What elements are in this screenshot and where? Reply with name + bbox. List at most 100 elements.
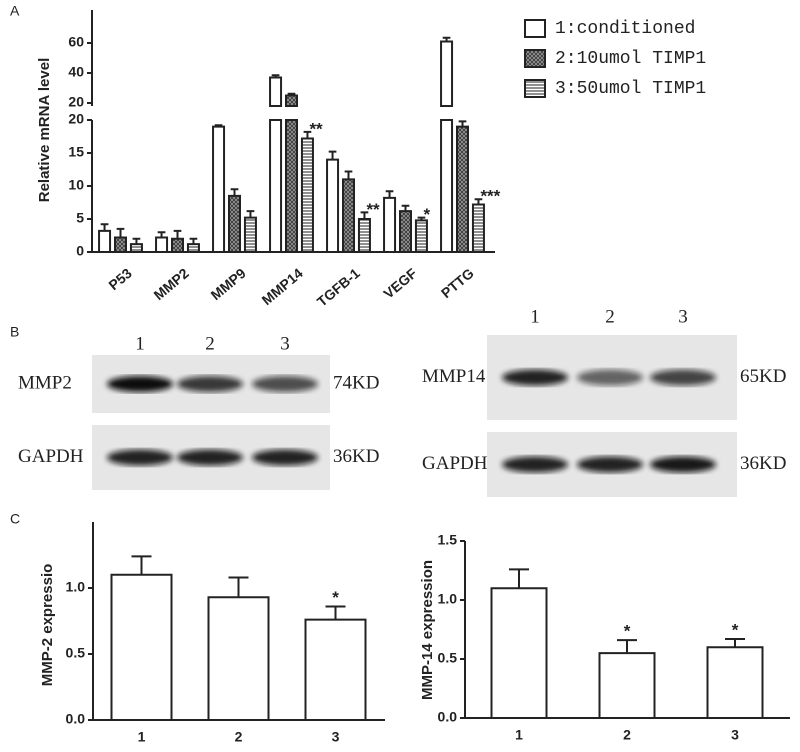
y-tick-label: 5 — [76, 210, 84, 226]
significance: ** — [366, 200, 380, 219]
x-tick-label: 2 — [623, 727, 631, 743]
y-tick-label: 1.0 — [66, 579, 86, 595]
error-bar — [325, 605, 346, 620]
bar — [456, 125, 469, 253]
bar — [440, 40, 454, 253]
x-tick-label: 2 — [235, 729, 243, 745]
error-bar — [328, 150, 337, 160]
blot-band — [252, 449, 318, 466]
significance: * — [732, 620, 739, 639]
bar — [598, 652, 656, 719]
bar — [243, 216, 257, 253]
bar — [471, 203, 485, 253]
x-tick-label: VEGF — [380, 265, 420, 302]
y-tick-label: 15 — [68, 144, 84, 160]
bar — [300, 137, 314, 253]
blot-band — [577, 456, 643, 473]
blot-band — [252, 376, 318, 392]
error-bar — [458, 120, 467, 127]
error-bar — [360, 211, 369, 219]
bar — [285, 94, 298, 253]
lane-label: 3 — [280, 333, 290, 354]
y-tick-label: 0.0 — [438, 709, 458, 725]
error-bar — [246, 210, 255, 218]
bar — [110, 573, 173, 721]
error-bar — [214, 124, 223, 127]
bar — [129, 243, 143, 253]
error-bar — [442, 36, 451, 42]
bar — [155, 236, 169, 253]
panel-label: C — [10, 511, 20, 527]
x-tick-label: 1 — [515, 727, 523, 743]
error-bar — [189, 237, 198, 245]
blot-size-label: 36KD — [333, 446, 379, 467]
blot-band — [502, 456, 568, 473]
x-tick-label: 3 — [332, 729, 340, 745]
error-bar — [303, 130, 312, 139]
legend-label: 3:50umol TIMP1 — [555, 79, 706, 99]
error-bar — [385, 190, 394, 198]
error-bar — [401, 204, 410, 212]
y-axis-label: Relative mRNA level — [36, 58, 53, 203]
blot-size-label: 65KD — [740, 366, 786, 387]
bar — [490, 587, 548, 719]
blot-band — [107, 449, 173, 466]
blot-row-label: MMP2 — [18, 372, 72, 393]
y-axis-label: MMP-14 expression — [419, 560, 436, 700]
x-tick-label: P53 — [105, 265, 135, 293]
blot-band — [107, 376, 173, 392]
legend-swatch — [524, 79, 546, 98]
y-tick-label: 1.0 — [438, 591, 458, 607]
y-tick-label: 0.5 — [66, 645, 86, 661]
bar — [171, 237, 184, 253]
error-bar — [131, 555, 152, 575]
error-bar — [474, 198, 483, 205]
y-tick-label: 20 — [68, 111, 84, 127]
bar — [706, 646, 764, 719]
bar — [186, 243, 200, 253]
bar — [207, 596, 270, 721]
panel-label: A — [10, 3, 20, 19]
bar — [357, 218, 371, 253]
bar — [98, 229, 112, 253]
error-bar — [617, 639, 637, 654]
error-bar — [228, 576, 249, 598]
y-tick-label: 40 — [68, 64, 84, 80]
bar — [383, 196, 397, 253]
y-tick-label: 10 — [68, 177, 84, 193]
significance: ** — [309, 119, 323, 138]
error-bar — [230, 188, 239, 196]
error-bar — [173, 229, 182, 239]
bar — [212, 125, 226, 253]
x-tick-label: TGFB-1 — [314, 265, 363, 310]
blot-band — [177, 449, 243, 466]
x-tick-label: MMP14 — [259, 265, 306, 308]
bar — [228, 194, 241, 253]
bar — [342, 178, 355, 253]
significance: * — [423, 205, 430, 224]
y-tick-label: 20 — [68, 94, 84, 110]
error-bar — [271, 74, 280, 78]
y-tick-label: 0.0 — [66, 711, 86, 727]
bar — [414, 219, 428, 253]
error-bar — [344, 170, 353, 180]
y-axis-label: MMP-2 expressio — [39, 564, 56, 687]
blot-row-label: MMP14 — [422, 366, 486, 387]
y-tick-label: 0.5 — [438, 650, 458, 666]
legend-swatch — [524, 49, 546, 68]
blot-band — [502, 369, 568, 386]
lane-label: 1 — [530, 306, 540, 327]
bar — [304, 618, 367, 721]
significance: *** — [480, 187, 500, 206]
significance: * — [624, 622, 631, 641]
bar — [269, 76, 283, 253]
error-bar — [157, 231, 166, 238]
lane-label: 1 — [135, 333, 145, 354]
blot-band — [177, 376, 243, 392]
y-tick-label: 60 — [68, 34, 84, 50]
blot-size-label: 36KD — [740, 453, 786, 474]
bar — [326, 158, 340, 253]
blot-band — [577, 369, 643, 386]
y-tick-label: 1.5 — [438, 532, 458, 548]
